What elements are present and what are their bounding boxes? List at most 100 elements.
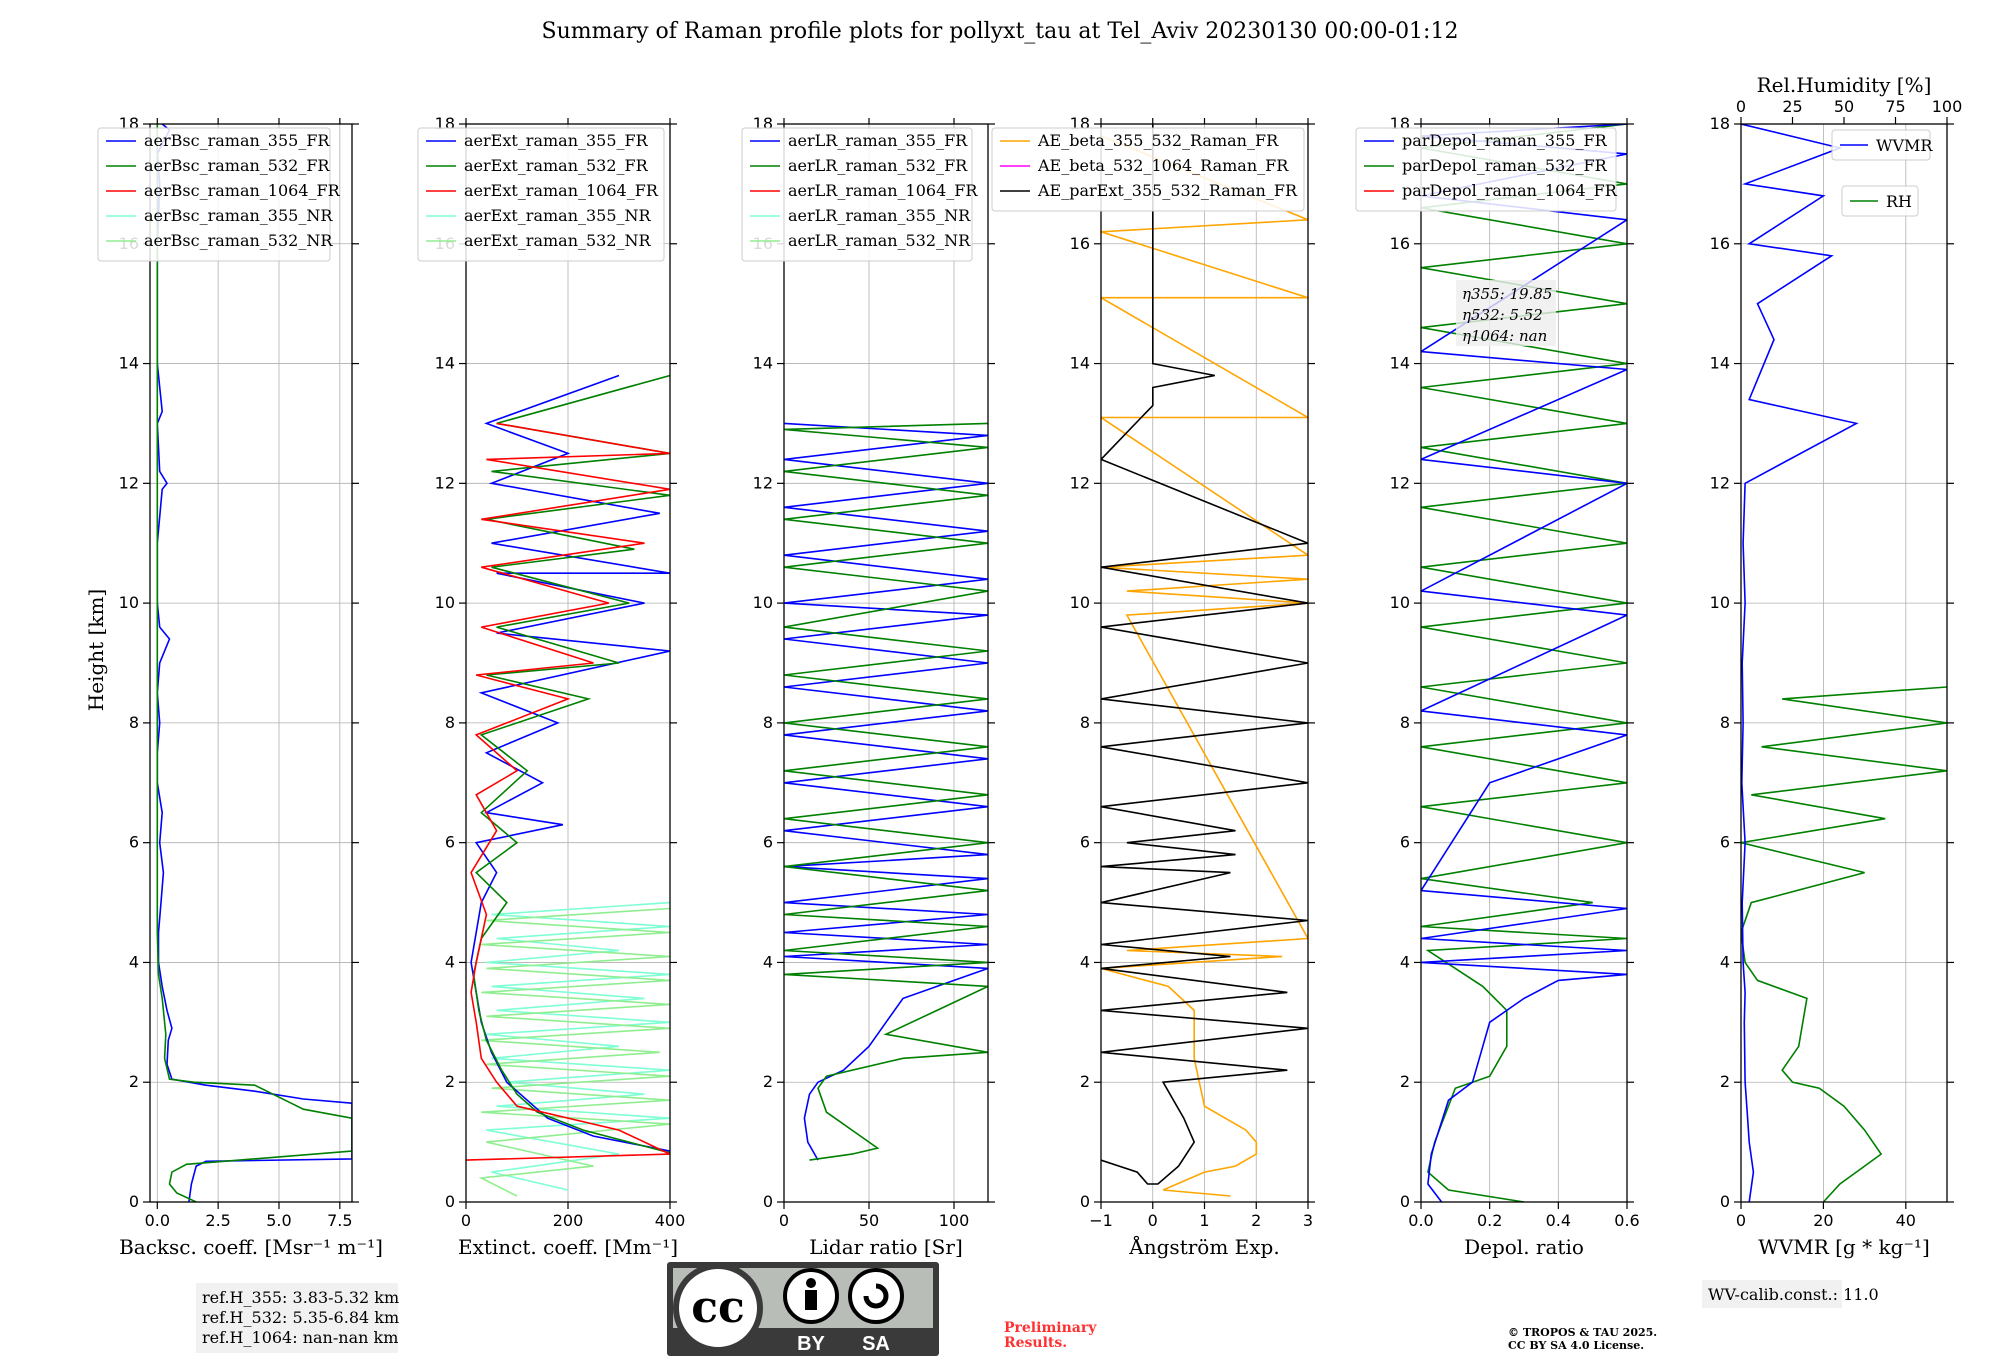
y-tick-label: 8 <box>445 713 455 732</box>
axes-frame <box>149 123 353 1203</box>
y-tick-label: 18 <box>1710 114 1730 133</box>
y-tick-label: 0 <box>1720 1192 1730 1211</box>
y-tick-label: 8 <box>1720 713 1730 732</box>
y-tick-label: 8 <box>763 713 773 732</box>
legend-entry: aerBsc_raman_1064_FR <box>144 181 341 200</box>
y-tick-label: 6 <box>445 833 455 852</box>
legend-entry: aerLR_raman_532_FR <box>788 156 968 175</box>
y-tick-label: 6 <box>1080 833 1090 852</box>
series-line-aerExt_raman_532_NR <box>478 907 670 1197</box>
legend-box <box>1831 129 1931 161</box>
x-axis-label: Extinct. coeff. [Mm⁻¹] <box>458 1235 678 1259</box>
series-line-aerLR_raman_355_FR <box>784 422 988 1161</box>
y-tick-label: 14 <box>1390 354 1410 373</box>
x-axis-label: Backsc. coeff. [Msr⁻¹ m⁻¹] <box>119 1235 383 1259</box>
x-tick-label: 0.6 <box>1614 1211 1639 1230</box>
y-tick-label: 16 <box>1070 234 1090 253</box>
preliminary-line1: Preliminary <box>1004 1320 1097 1336</box>
legend: parDepol_raman_355_FR parDepol_raman_532_… <box>1355 127 1618 212</box>
legend-box <box>991 127 1305 212</box>
x-tick-label: 20 <box>1813 1211 1833 1230</box>
legend: aerBsc_raman_355_FR aerBsc_raman_532_FRae… <box>97 127 341 262</box>
top-x-axis-label: Rel.Humidity [%] <box>1757 73 1932 97</box>
legend-entry: WVMR <box>1876 136 1933 155</box>
y-tick-label: 2 <box>763 1072 773 1091</box>
series-line-aerExt_raman_532_FR <box>472 374 670 1154</box>
legend-entry: aerLR_raman_1064_FR <box>788 181 978 200</box>
y-tick-label: 10 <box>1070 593 1090 612</box>
legend: AE_beta_355_532_Raman_FR AE_beta_532_1064… <box>991 127 1305 212</box>
x-tick-label: 0 <box>779 1211 789 1230</box>
series-line-aerBsc_raman_355_FR <box>156 124 352 1202</box>
legend-entry: aerBsc_raman_532_NR <box>144 231 333 250</box>
x-tick-label: 0 <box>1148 1211 1158 1230</box>
y-tick-label: 16 <box>1710 234 1730 253</box>
ref-height-532: ref.H_532: 5.35-6.84 km <box>202 1308 399 1327</box>
x-axis-label: Lidar ratio [Sr] <box>809 1235 963 1259</box>
y-tick-label: 14 <box>1710 354 1730 373</box>
y-tick-label: 8 <box>1080 713 1090 732</box>
y-tick-label: 6 <box>1720 833 1730 852</box>
figure-title: Summary of Raman profile plots for polly… <box>542 19 1459 44</box>
eta-532: η532: 5.52 <box>1462 306 1543 324</box>
y-tick-label: 2 <box>1720 1072 1730 1091</box>
x-tick-label: 0.2 <box>1477 1211 1502 1230</box>
by-person-body-icon <box>805 1290 817 1310</box>
y-tick-label: 6 <box>129 833 139 852</box>
x-tick-label: 3 <box>1303 1211 1313 1230</box>
x-tick-label: 2.5 <box>205 1211 230 1230</box>
x-tick-label: 0.4 <box>1546 1211 1571 1230</box>
eta-bg <box>1456 280 1556 346</box>
series-line-RH <box>1741 686 1947 1202</box>
cc-by-label: BY <box>797 1333 825 1355</box>
series-line-AE_parExt_355_532_Raman_FR <box>1101 124 1308 1185</box>
x-tick-label: 7.5 <box>327 1211 352 1230</box>
legend-entry: parDepol_raman_1064_FR <box>1402 181 1618 200</box>
legend-box <box>1355 127 1617 212</box>
series-line-aerExt_raman_355_FR <box>470 374 670 1152</box>
series-group <box>784 422 988 1161</box>
y-tick-label: 4 <box>1080 952 1090 971</box>
legend-entry: aerLR_raman_355_FR <box>788 131 968 150</box>
legend: WVMR RH <box>1831 129 1933 217</box>
top-x-tick-label: 75 <box>1885 97 1905 116</box>
series-group <box>1741 124 1947 1202</box>
cc-license-logo: cc BY SA <box>667 1262 939 1356</box>
panel-lidar_ratio: 050100024681012141618Lidar ratio [Sr]aer… <box>741 114 995 1259</box>
cc-sa-label: SA <box>862 1333 890 1355</box>
y-axis-label: Height [km] <box>84 589 108 711</box>
legend-entry: AE_parExt_355_532_Raman_FR <box>1037 181 1298 200</box>
x-tick-label: 0 <box>1736 1211 1746 1230</box>
legend: aerExt_raman_355_FR aerExt_raman_532_FRae… <box>417 127 665 262</box>
top-x-tick-label: 25 <box>1782 97 1802 116</box>
y-tick-label: 16 <box>1390 234 1410 253</box>
ref-height-355: ref.H_355: 3.83-5.32 km <box>202 1288 399 1307</box>
y-tick-label: 6 <box>1400 833 1410 852</box>
cc-circle-icon <box>673 1263 763 1353</box>
y-tick-label: 14 <box>119 354 139 373</box>
y-tick-label: 4 <box>129 952 139 971</box>
panel-extinction: 0200400024681012141618Extinct. coeff. [M… <box>417 114 685 1259</box>
y-tick-label: 8 <box>1400 713 1410 732</box>
y-tick-label: 14 <box>1070 354 1090 373</box>
sa-arrow-icon <box>863 1283 889 1309</box>
wv-calib-box: WV-calib.const.: 11.0 <box>1702 1280 1879 1308</box>
axes-frame <box>1740 123 1948 1203</box>
series-group <box>466 374 670 1197</box>
axes-frame <box>1420 123 1628 1203</box>
y-tick-label: 8 <box>129 713 139 732</box>
y-tick-label: 2 <box>445 1072 455 1091</box>
x-tick-label: 2 <box>1251 1211 1261 1230</box>
y-tick-label: 10 <box>1390 593 1410 612</box>
sa-share-icon <box>848 1268 904 1324</box>
x-axis-label: Ångström Exp. <box>1128 1234 1279 1259</box>
x-tick-label: 40 <box>1896 1211 1916 1230</box>
legend-entry: RH <box>1886 192 1912 211</box>
series-line-aerExt_raman_1064_FR <box>466 422 670 1161</box>
y-tick-label: 10 <box>119 593 139 612</box>
y-tick-label: 4 <box>1720 952 1730 971</box>
y-tick-label: 4 <box>763 952 773 971</box>
